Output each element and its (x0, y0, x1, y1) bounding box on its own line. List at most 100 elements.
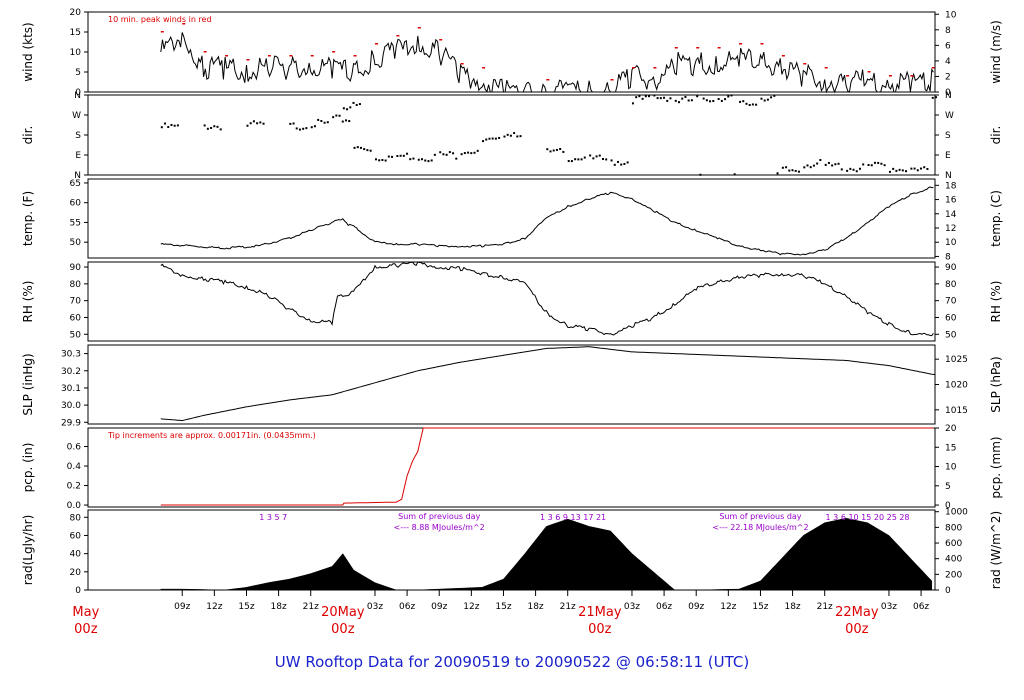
y-tick-label: 0.6 (67, 443, 82, 453)
dir-point (601, 158, 604, 161)
dir-point (470, 152, 473, 155)
dir-point (567, 160, 570, 163)
dir-point (366, 149, 369, 152)
dir-point (203, 124, 206, 127)
dir-point (598, 154, 601, 157)
dir-point (317, 118, 320, 121)
y-tick-label-right: W (945, 111, 954, 121)
dir-point (549, 150, 552, 153)
dir-point (213, 125, 216, 128)
dir-point (295, 127, 298, 130)
y-tick-label: 5 (75, 68, 81, 78)
dir-point (332, 116, 335, 119)
y-tick-label-right: 1015 (945, 406, 968, 416)
y-tick-label: 40 (70, 550, 82, 560)
dir-point (402, 154, 405, 157)
dir-point (684, 95, 687, 98)
y-tick-label: 50 (70, 238, 82, 248)
dir-point (605, 158, 608, 161)
dir-point (742, 100, 745, 103)
rh-series-line (160, 261, 934, 337)
peak-wind-mark (396, 35, 400, 37)
dir-point (724, 98, 727, 101)
dir-point (916, 169, 919, 172)
dir-point (583, 156, 586, 159)
peak-wind-mark (824, 67, 828, 69)
dir-point (781, 166, 784, 169)
pcp-annotation: Tip increments are approx. 0.00171in. (0… (107, 431, 316, 440)
x-tick-label: 09z (688, 602, 704, 612)
peak-wind-mark (739, 43, 743, 45)
dir-point (359, 146, 362, 149)
y-tick-label: 65 (70, 179, 81, 189)
dir-point (699, 173, 702, 176)
y-tick-label: 0.2 (67, 482, 81, 492)
peak-wind-mark (610, 79, 614, 81)
x-tick-label: 15z (238, 602, 254, 612)
y-tick-label-right: 2 (945, 72, 951, 82)
x-tick-label: 06z (913, 602, 929, 612)
panel-frame (87, 11, 936, 93)
y-tick-label: 30.1 (61, 384, 81, 394)
dir-point (349, 106, 352, 109)
dir-point (439, 151, 442, 154)
dir-point (745, 102, 748, 105)
slp-series-line (160, 346, 936, 422)
dir-point (298, 128, 301, 131)
dir-point (803, 166, 806, 169)
y-axis-label: pcp. (in) (21, 443, 35, 493)
peak-wind-mark (225, 55, 229, 57)
temp-series-line (160, 186, 934, 256)
dir-point (160, 126, 163, 129)
y-tick-label-right: E (945, 151, 951, 161)
x-tick-label: 21z (817, 602, 833, 612)
day-label: May (72, 605, 99, 620)
dir-point (369, 149, 372, 152)
panel-wind: 0 5 10 15 20 0 2 4 6 8 10 wind (kts) wind (m/s) 10 mi… (21, 8, 1003, 98)
y-tick-label-right: 70 (945, 297, 957, 307)
dir-point (249, 122, 252, 125)
y-tick-label: 0 (75, 586, 81, 596)
dir-point (678, 101, 681, 104)
dir-point (883, 164, 886, 167)
panel-frame (87, 261, 936, 342)
dir-point (374, 158, 377, 161)
dir-point (488, 137, 491, 140)
dir-point (666, 99, 669, 102)
rad-annotation: <--- 22.18 MJoules/m^2 (712, 523, 808, 532)
y-tick-label: S (75, 131, 81, 141)
y-tick-label-right: 0 (945, 586, 951, 596)
dir-point (681, 97, 684, 100)
y-tick-label: N (74, 91, 81, 101)
x-tick-label: 15z (495, 602, 511, 612)
dir-point (455, 157, 458, 160)
dir-point (396, 155, 399, 158)
peak-wind-mark (160, 31, 164, 33)
dir-point (770, 96, 773, 99)
y-tick-label-right: 1000 (945, 508, 968, 518)
peak-wind-mark (674, 47, 678, 49)
y-tick-label-right: 400 (945, 555, 962, 565)
dir-point (674, 99, 677, 102)
peak-wind-mark (246, 59, 250, 61)
x-tick-label: 06z (399, 602, 415, 612)
dir-point (433, 153, 436, 156)
dir-point (519, 135, 522, 138)
peak-wind-mark (846, 75, 850, 77)
dir-point (262, 122, 265, 125)
peak-wind-mark (631, 67, 635, 69)
peak-wind-mark (182, 23, 186, 25)
dir-point (473, 151, 476, 154)
peak-wind-mark (203, 51, 207, 53)
peak-wind-mark (760, 43, 764, 45)
dir-point (417, 158, 420, 161)
dir-point (592, 157, 595, 160)
dir-point (577, 158, 580, 161)
dir-point (335, 114, 338, 117)
rad-annotation: <--- 8.88 MJoules/m^2 (394, 523, 485, 532)
dir-point (313, 125, 316, 128)
y-tick-label: 80 (70, 513, 82, 523)
y-axis-label: dir. (21, 126, 35, 145)
